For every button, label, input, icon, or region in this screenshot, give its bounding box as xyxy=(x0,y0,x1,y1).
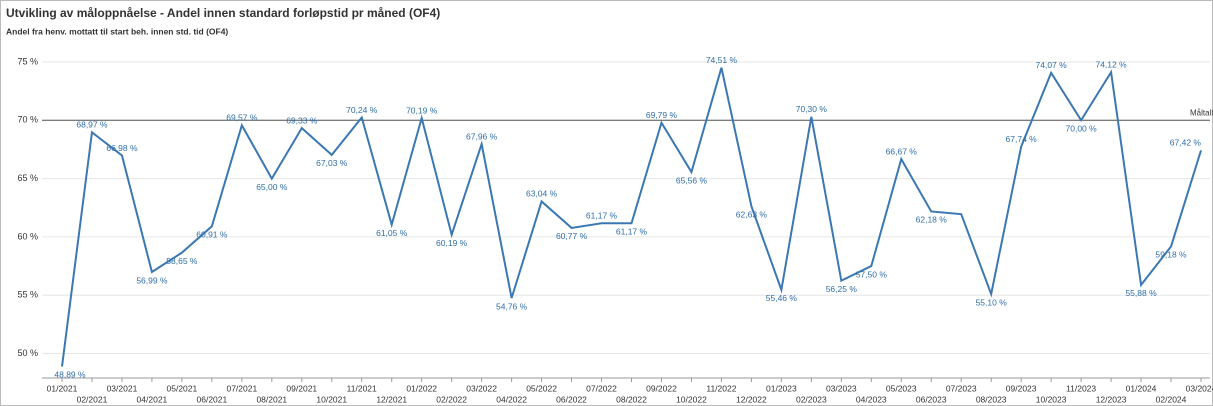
data-label: 67,03 % xyxy=(316,158,348,168)
x-tick-label: 04/2022 xyxy=(496,394,527,404)
x-tick-label: 08/2023 xyxy=(976,394,1007,404)
x-tick-label: 06/2023 xyxy=(916,394,947,404)
data-label: 70,24 % xyxy=(346,105,378,115)
x-tick-label: 08/2021 xyxy=(256,394,287,404)
x-tick-label: 01/2021 xyxy=(47,383,78,393)
x-tick-label: 11/2022 xyxy=(706,383,736,393)
data-label: 68,97 % xyxy=(76,120,108,130)
x-tick-label: 01/2022 xyxy=(406,383,437,393)
series-line xyxy=(61,67,1202,367)
x-tick-label: 06/2021 xyxy=(197,394,228,404)
x-tick-label: 04/2021 xyxy=(137,394,168,404)
x-tick-label: 05/2021 xyxy=(167,383,198,393)
x-tick-label: 02/2024 xyxy=(1156,394,1187,404)
x-tick-label: 09/2022 xyxy=(646,383,677,393)
x-tick-label: 07/2023 xyxy=(946,383,977,393)
x-tick-label: 03/2022 xyxy=(466,383,497,393)
x-tick-label: 07/2022 xyxy=(586,383,617,393)
data-label: 57,50 % xyxy=(856,269,888,279)
data-label: 56,99 % xyxy=(136,275,168,285)
data-label: 74,12 % xyxy=(1095,60,1127,70)
data-label: 74,51 % xyxy=(706,55,738,65)
data-label: 59,18 % xyxy=(1155,250,1187,260)
data-label: 60,77 % xyxy=(556,231,588,241)
x-tick-label: 11/2021 xyxy=(347,383,377,393)
x-tick-label: 05/2023 xyxy=(886,383,917,393)
data-label: 69,33 % xyxy=(286,115,318,125)
data-label: 54,76 % xyxy=(496,301,528,311)
y-tick-label: 75 % xyxy=(17,56,38,66)
data-label: 63,04 % xyxy=(526,189,558,199)
data-label: 67,74 % xyxy=(1006,134,1038,144)
x-tick-label: 03/2023 xyxy=(826,383,857,393)
chart-title: Utvikling av måloppnåelse - Andel innen … xyxy=(6,6,440,20)
data-label: 74,07 % xyxy=(1036,60,1068,70)
data-label: 65,00 % xyxy=(256,182,288,192)
data-label: 66,67 % xyxy=(886,146,918,156)
y-tick-label: 55 % xyxy=(17,290,38,300)
y-tick-label: 50 % xyxy=(17,348,38,358)
chart-subtitle: Andel fra henv. mottatt til start beh. i… xyxy=(6,26,228,36)
x-tick-label: 12/2021 xyxy=(376,394,407,404)
data-label: 65,56 % xyxy=(676,175,708,185)
data-label: 55,88 % xyxy=(1125,288,1157,298)
data-label: 70,00 % xyxy=(1066,124,1098,134)
x-tick-label: 03/2021 xyxy=(107,383,138,393)
x-tick-label: 08/2022 xyxy=(616,394,647,404)
x-tick-label: 02/2022 xyxy=(436,394,467,404)
data-label: 67,96 % xyxy=(466,131,498,141)
x-tick-label: 06/2022 xyxy=(556,394,587,404)
target-label: Måltall xyxy=(1190,108,1213,117)
x-tick-label: 12/2023 xyxy=(1096,394,1127,404)
data-label: 70,30 % xyxy=(796,104,828,114)
data-label: 55,10 % xyxy=(976,297,1008,307)
x-tick-label: 02/2023 xyxy=(796,394,827,404)
data-label: 48,89 % xyxy=(54,370,86,380)
data-label: 66,98 % xyxy=(106,143,138,153)
x-tick-label: 12/2022 xyxy=(736,394,767,404)
data-label: 61,17 % xyxy=(616,227,648,237)
x-tick-label: 07/2021 xyxy=(226,383,257,393)
x-tick-label: 10/2021 xyxy=(316,394,347,404)
x-tick-label: 05/2022 xyxy=(526,383,557,393)
data-label: 67,42 % xyxy=(1170,138,1202,148)
x-tick-label: 11/2023 xyxy=(1066,383,1096,393)
data-label: 69,57 % xyxy=(226,113,258,123)
data-label: 69,79 % xyxy=(646,110,678,120)
data-label: 58,65 % xyxy=(166,256,198,266)
y-tick-label: 70 % xyxy=(17,115,38,125)
data-label: 70,19 % xyxy=(406,105,438,115)
data-label: 62,63 % xyxy=(736,209,768,219)
x-tick-label: 09/2021 xyxy=(286,383,317,393)
x-tick-label: 02/2021 xyxy=(77,394,108,404)
data-label: 55,46 % xyxy=(766,293,798,303)
data-label: 61,05 % xyxy=(376,228,408,238)
x-tick-label: 10/2022 xyxy=(676,394,707,404)
x-tick-label: 04/2023 xyxy=(856,394,887,404)
y-tick-label: 65 % xyxy=(17,173,38,183)
data-label: 62,18 % xyxy=(916,215,948,225)
data-label: 60,91 % xyxy=(196,230,228,240)
x-tick-label: 01/2023 xyxy=(766,383,797,393)
x-tick-label: 03/2024 xyxy=(1186,383,1213,393)
y-tick-label: 60 % xyxy=(17,231,38,241)
data-label: 56,25 % xyxy=(826,284,858,294)
x-tick-label: 10/2023 xyxy=(1036,394,1067,404)
x-tick-label: 01/2024 xyxy=(1126,383,1157,393)
data-label: 61,17 % xyxy=(586,211,618,221)
x-tick-label: 09/2023 xyxy=(1006,383,1037,393)
data-label: 60,19 % xyxy=(436,238,468,248)
